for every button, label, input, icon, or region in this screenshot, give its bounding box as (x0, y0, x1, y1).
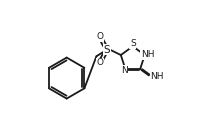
Text: O: O (96, 58, 103, 67)
Text: NH: NH (150, 72, 164, 81)
Text: S: S (104, 45, 110, 55)
Text: O: O (96, 32, 103, 41)
Text: N: N (121, 66, 127, 75)
Text: NH: NH (141, 50, 154, 59)
Text: S: S (130, 39, 136, 48)
